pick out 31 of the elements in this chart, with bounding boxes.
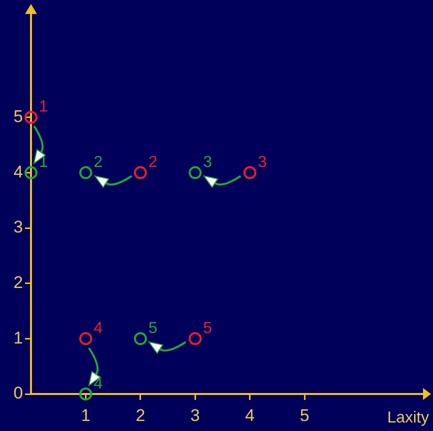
x-tick-label: 5 <box>300 406 310 425</box>
y-tick-label: 1 <box>14 328 23 348</box>
point <box>79 332 92 346</box>
x-tick-label: 1 <box>80 406 90 425</box>
x-axis-title: Laxity <box>387 409 429 426</box>
annotation: 1 <box>39 98 48 116</box>
point <box>24 110 38 124</box>
point <box>134 166 147 180</box>
y-tick-label: 2 <box>14 273 23 292</box>
point <box>24 166 38 180</box>
y-tick-label: 3 <box>14 218 23 237</box>
point <box>134 332 147 346</box>
y-tick-label: 4 <box>14 162 23 182</box>
point <box>188 332 202 346</box>
point <box>188 166 202 180</box>
x-tick-label: 3 <box>190 406 200 425</box>
y-tick-label: 0 <box>14 384 23 403</box>
point <box>79 388 92 400</box>
annotation: 4 <box>94 320 103 338</box>
y-tick-label: 5 <box>14 107 23 126</box>
point <box>79 166 92 180</box>
annotation: 4 <box>94 375 103 392</box>
point <box>243 166 256 180</box>
annotation: 3 <box>258 154 267 172</box>
x-tick-label: 2 <box>136 406 146 425</box>
annotation: 5 <box>203 320 212 338</box>
annotation: 2 <box>94 154 103 172</box>
annotation: 3 <box>203 154 212 172</box>
x-tick-label: 4 <box>245 406 255 425</box>
annotation: 5 <box>148 320 158 338</box>
annotation: 2 <box>148 154 158 172</box>
